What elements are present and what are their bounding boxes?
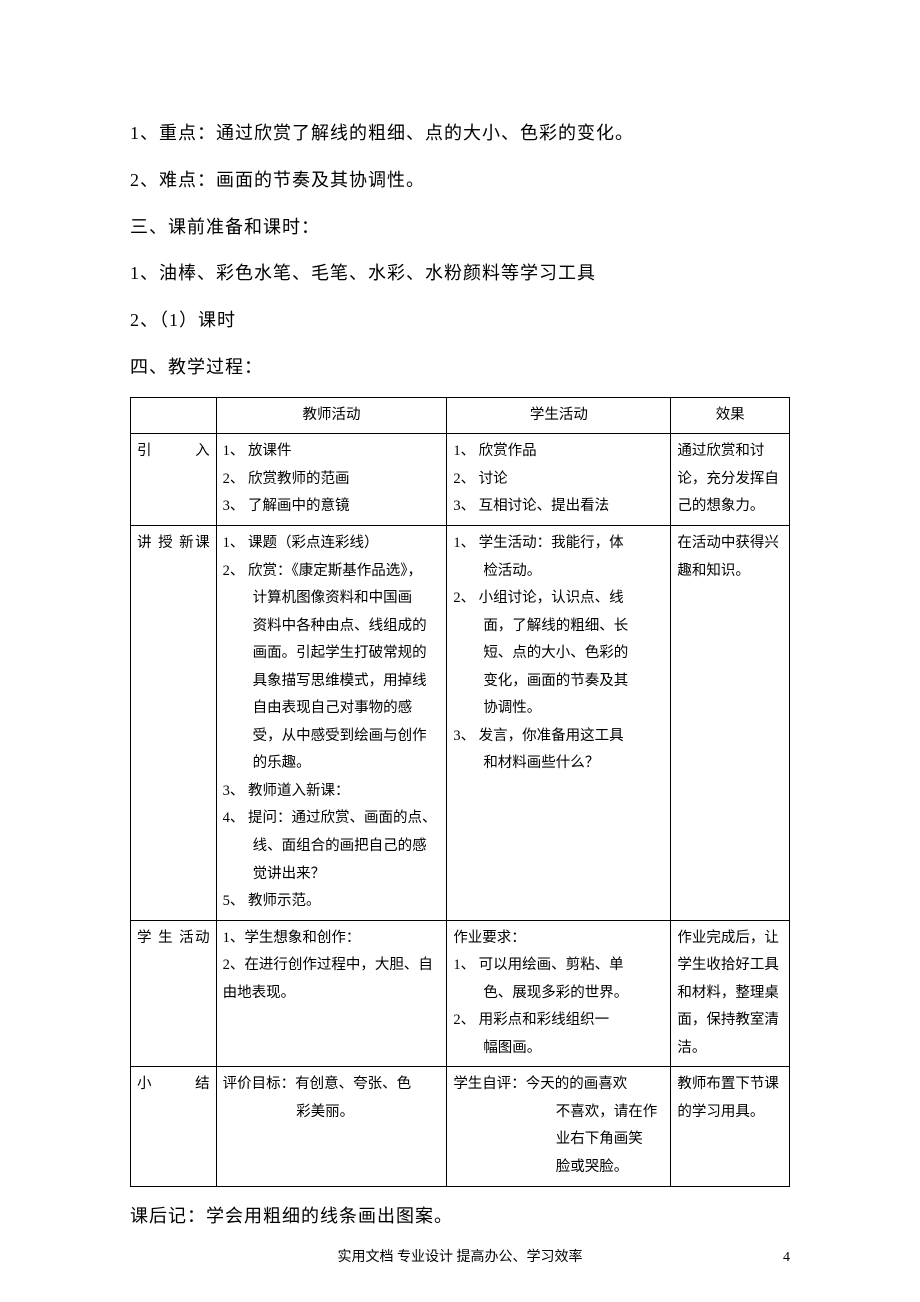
header-effect: 效果 bbox=[671, 397, 790, 434]
stage-cell: 引入 bbox=[131, 434, 217, 526]
student-cell: 作业要求： 1、 可以用绘画、剪粘、单色、展现多彩的世界。 2、 用彩点和彩线组… bbox=[447, 920, 671, 1067]
cont-line: 脸或哭脸。 bbox=[453, 1154, 664, 1182]
paragraph-period: 2、（1）课时 bbox=[130, 297, 790, 344]
cont-line: 彩美丽。 bbox=[223, 1099, 441, 1127]
header-stage bbox=[131, 397, 217, 434]
teacher-item: 1、学生想象和创作： bbox=[223, 925, 441, 953]
teacher-item: 3、 了解画中的意镜 bbox=[223, 493, 441, 521]
stage-label: 学 生 活动 bbox=[137, 930, 210, 946]
stage-cell: 讲 授 新课 bbox=[131, 525, 217, 920]
effect-cell: 教师布置下节课的学习用具。 bbox=[671, 1067, 790, 1186]
page-footer: 实用文档 专业设计 提高办公、学习效率 bbox=[0, 1246, 920, 1266]
student-item: 1、 学生活动：我能行，体检活动。 bbox=[453, 530, 664, 585]
student-cell: 1、 欣赏作品 2、 讨论 3、 互相讨论、提出看法 bbox=[447, 434, 671, 526]
effect-cell: 在活动中获得兴趣和知识。 bbox=[671, 525, 790, 920]
student-item: 3、 互相讨论、提出看法 bbox=[453, 493, 664, 521]
paragraph-section4-title: 四、教学过程： bbox=[130, 344, 790, 391]
student-item: 2、 讨论 bbox=[453, 466, 664, 494]
student-item: 1、 可以用绘画、剪粘、单色、展现多彩的世界。 bbox=[453, 952, 664, 1007]
table-row: 学 生 活动 1、学生想象和创作： 2、在进行创作过程中，大胆、自由地表现。 作… bbox=[131, 920, 790, 1067]
teacher-item: 1、 课题（彩点连彩线） bbox=[223, 530, 441, 558]
teacher-cell: 1、学生想象和创作： 2、在进行创作过程中，大胆、自由地表现。 bbox=[216, 920, 447, 1067]
student-item: 1、 欣赏作品 bbox=[453, 438, 664, 466]
effect-cell: 作业完成后，让学生收拾好工具和材料，整理桌面，保持教室清洁。 bbox=[671, 920, 790, 1067]
cont-line: 幅图画。 bbox=[453, 1035, 664, 1063]
table-row: 小结 评价目标：有创意、夸张、色 彩美丽。 学生自评：今天的的画喜欢 不喜欢，请… bbox=[131, 1067, 790, 1186]
teacher-item: 2、在进行创作过程中，大胆、自由地表现。 bbox=[223, 952, 441, 1007]
table-row: 引入 1、 放课件 2、 欣赏教师的范画 3、 了解画中的意镜 1、 欣赏作品 … bbox=[131, 434, 790, 526]
cont-line: 具象描写思维模式，用掉线 bbox=[223, 668, 441, 696]
student-cell: 1、 学生活动：我能行，体检活动。 2、 小组讨论，认识点、线面，了解线的粗细、… bbox=[447, 525, 671, 920]
cont-line: 线、面组合的画把自己的感 bbox=[223, 833, 441, 861]
teacher-cell: 1、 放课件 2、 欣赏教师的范画 3、 了解画中的意镜 bbox=[216, 434, 447, 526]
table-row: 讲 授 新课 1、 课题（彩点连彩线） 2、 欣赏：《康定斯基作品选》，计算机图… bbox=[131, 525, 790, 920]
teacher-item: 评价目标：有创意、夸张、色 彩美丽。 bbox=[223, 1071, 441, 1126]
content-area: 1、重点：通过欣赏了解线的粗细、点的大小、色彩的变化。 2、难点：画面的节奏及其… bbox=[130, 110, 790, 1239]
student-item: 学生自评：今天的的画喜欢 不喜欢，请在作 业右下角画笑 脸或哭脸。 bbox=[453, 1071, 664, 1181]
postscript: 课后记：学会用粗细的线条画出图案。 bbox=[130, 1193, 790, 1240]
student-item: 2、 用彩点和彩线组织一幅图画。 bbox=[453, 1007, 664, 1062]
page-number: 4 bbox=[783, 1250, 790, 1266]
teacher-item: 3、 教师道入新课： bbox=[223, 778, 441, 806]
stage-cell: 学 生 活动 bbox=[131, 920, 217, 1067]
lesson-table-wrapper: 教师活动 学生活动 效果 引入 1、 放课件 2、 欣赏教师的范画 3、 了解画… bbox=[130, 397, 790, 1187]
paragraph-difficulty: 2、难点：画面的节奏及其协调性。 bbox=[130, 157, 790, 204]
cont-line: 面，了解线的粗细、长 bbox=[453, 613, 664, 641]
effect-cell: 通过欣赏和讨论，充分发挥自己的想象力。 bbox=[671, 434, 790, 526]
teacher-item: 2、 欣赏教师的范画 bbox=[223, 466, 441, 494]
paragraph-section3-title: 三、课前准备和课时： bbox=[130, 204, 790, 251]
cont-line: 计算机图像资料和中国画 bbox=[223, 585, 441, 613]
teacher-item: 1、 放课件 bbox=[223, 438, 441, 466]
cont-line: 资料中各种由点、线组成的 bbox=[223, 613, 441, 641]
cont-line: 协调性。 bbox=[453, 695, 664, 723]
header-student: 学生活动 bbox=[447, 397, 671, 434]
student-item: 作业要求： bbox=[453, 925, 664, 953]
student-cell: 学生自评：今天的的画喜欢 不喜欢，请在作 业右下角画笑 脸或哭脸。 bbox=[447, 1067, 671, 1186]
stage-label: 讲 授 新课 bbox=[137, 535, 210, 551]
teacher-item: 5、 教师示范。 bbox=[223, 888, 441, 916]
stage-label: 引入 bbox=[137, 443, 210, 459]
header-teacher: 教师活动 bbox=[216, 397, 447, 434]
cont-line: 变化，画面的节奏及其 bbox=[453, 668, 664, 696]
cont-line: 觉讲出来？ bbox=[223, 861, 441, 889]
teacher-cell: 评价目标：有创意、夸张、色 彩美丽。 bbox=[216, 1067, 447, 1186]
teacher-item: 4、 提问：通过欣赏、画面的点、线、面组合的画把自己的感觉讲出来？ bbox=[223, 805, 441, 888]
paragraph-materials: 1、油棒、彩色水笔、毛笔、水彩、水粉颜料等学习工具 bbox=[130, 250, 790, 297]
teacher-cell: 1、 课题（彩点连彩线） 2、 欣赏：《康定斯基作品选》，计算机图像资料和中国画… bbox=[216, 525, 447, 920]
student-item: 2、 小组讨论，认识点、线面，了解线的粗细、长短、点的大小、色彩的变化，画面的节… bbox=[453, 585, 664, 723]
cont-line: 自由表现自己对事物的感 bbox=[223, 695, 441, 723]
cont-line: 色、展现多彩的世界。 bbox=[453, 980, 664, 1008]
table-header-row: 教师活动 学生活动 效果 bbox=[131, 397, 790, 434]
cont-line: 的乐趣。 bbox=[223, 750, 441, 778]
cont-line: 受，从中感受到绘画与创作 bbox=[223, 723, 441, 751]
cont-line: 检活动。 bbox=[453, 558, 664, 586]
stage-label: 小结 bbox=[137, 1076, 210, 1092]
cont-line: 业右下角画笑 bbox=[453, 1126, 664, 1154]
cont-line: 不喜欢，请在作 bbox=[453, 1099, 664, 1127]
stage-cell: 小结 bbox=[131, 1067, 217, 1186]
teacher-item: 2、 欣赏：《康定斯基作品选》，计算机图像资料和中国画资料中各种由点、线组成的画… bbox=[223, 558, 441, 778]
student-item: 3、 发言，你准备用这工具和材料画些什么？ bbox=[453, 723, 664, 778]
cont-line: 和材料画些什么？ bbox=[453, 750, 664, 778]
cont-line: 短、点的大小、色彩的 bbox=[453, 640, 664, 668]
paragraph-keypoint: 1、重点：通过欣赏了解线的粗细、点的大小、色彩的变化。 bbox=[130, 110, 790, 157]
lesson-table: 教师活动 学生活动 效果 引入 1、 放课件 2、 欣赏教师的范画 3、 了解画… bbox=[130, 397, 790, 1187]
cont-line: 画面。引起学生打破常规的 bbox=[223, 640, 441, 668]
